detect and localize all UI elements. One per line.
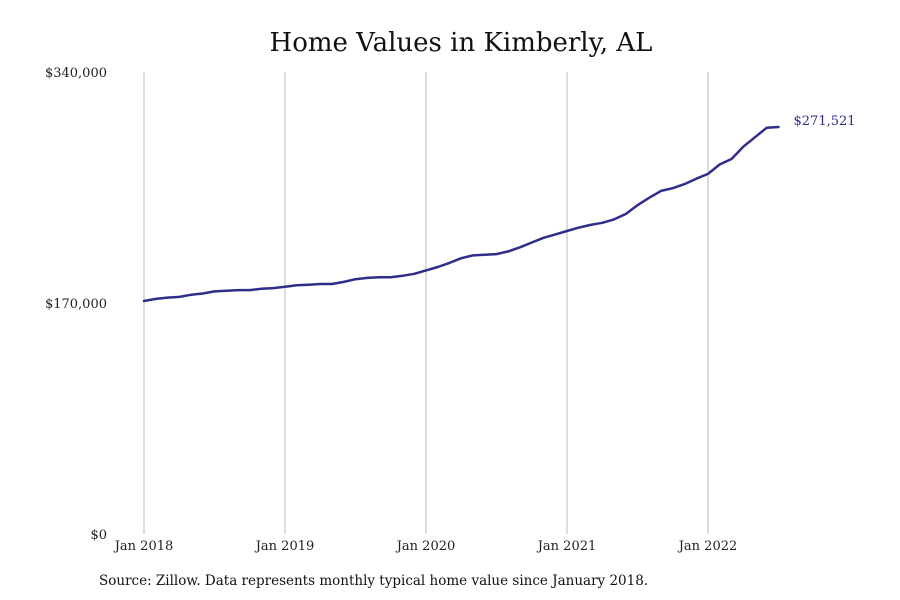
x-tick-label: Jan 2020 <box>395 539 456 554</box>
end-value-label: $271,521 <box>794 114 856 129</box>
y-tick-label: $170,000 <box>45 297 107 312</box>
y-tick-label: $0 <box>90 528 107 543</box>
series-line-0 <box>142 125 780 303</box>
x-tick-label: Jan 2018 <box>113 539 174 554</box>
series-layer: $271,521 <box>142 114 856 303</box>
x-tick-label: Jan 2021 <box>536 539 597 554</box>
y-axis-tick-labels: $0 $170,000 $340,000 <box>45 66 107 543</box>
y-tick-label: $340,000 <box>45 66 107 81</box>
x-tick-label: Jan 2022 <box>677 539 738 554</box>
source-note: Source: Zillow. Data represents monthly … <box>99 573 648 589</box>
x-axis-tick-labels: Jan 2018 Jan 2019 Jan 2020 Jan 2021 Jan 2022 <box>113 539 738 554</box>
x-tick-label: Jan 2019 <box>254 539 315 554</box>
chart-title: Home Values in Kimberly, AL <box>270 28 653 58</box>
vertical-gridlines <box>143 72 709 534</box>
